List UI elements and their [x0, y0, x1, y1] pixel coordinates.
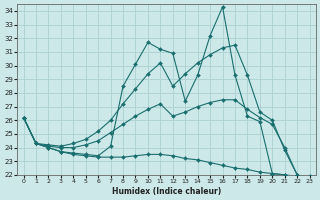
X-axis label: Humidex (Indice chaleur): Humidex (Indice chaleur) [112, 187, 221, 196]
